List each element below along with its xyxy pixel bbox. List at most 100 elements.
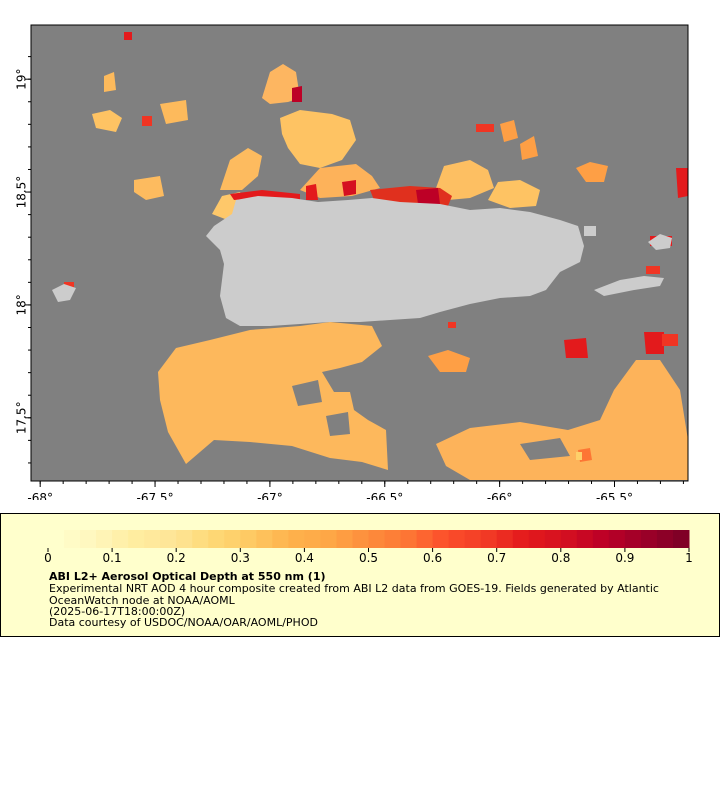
x-tick-label: -68° [27,491,53,500]
legend-panel: 0 0.1 0.2 0.3 0.4 0.5 0.6 0.7 0.8 0.9 1 ABI L2+ Ae… [0,513,720,637]
colorbar-tick-label: 0.7 [487,551,506,565]
aod-patch [520,136,538,160]
aod-patch [300,164,380,198]
colorbar-cell [464,530,482,548]
colorbar: 0 0.1 0.2 0.3 0.4 0.5 0.6 0.7 0.8 0.9 1 [44,530,693,565]
colorbar-cells [48,530,690,548]
colorbar-cell [512,530,530,548]
colorbar-ticks: 0 0.1 0.2 0.3 0.4 0.5 0.6 0.7 0.8 0.9 1 [44,548,693,565]
aod-gap [520,438,570,460]
aod-patch [448,322,456,328]
colorbar-cell [576,530,594,548]
colorbar-cell [496,530,514,548]
culebra-island [648,234,672,250]
colorbar-cell [112,530,129,548]
colorbar-tick-label: 1 [685,551,693,565]
legend-timestamp: (2025-06-17T18:00:00Z) [49,605,186,618]
aod-patch [436,160,494,200]
colorbar-cell [64,530,81,548]
colorbar-cell [144,530,161,548]
colorbar-cell [672,530,690,548]
colorbar-cell [256,530,273,548]
y-tick-label: 18.5° [15,176,29,209]
colorbar-tick-label: 0.5 [359,551,378,565]
aod-patch [92,110,122,132]
colorbar-cell [304,530,321,548]
aod-data-layer [64,32,688,480]
aod-patch [292,86,302,102]
legend-description: Experimental NRT AOD 4 hour composite cr… [49,582,659,607]
colorbar-cell [128,530,145,548]
aod-patch [280,110,356,168]
landmasses [52,196,672,326]
y-tick-label: 17.5° [15,401,29,434]
aod-patch [436,360,688,480]
aod-patch [416,188,440,204]
colorbar-tick-label: 0.6 [423,551,442,565]
colorbar-cell [368,530,386,548]
colorbar-cell [624,530,642,548]
aod-patch [662,334,678,346]
colorbar-tick-label: 0.2 [167,551,186,565]
colorbar-tick-label: 0 [44,551,52,565]
aod-patch [476,124,494,132]
y-tick-label: 18° [15,294,29,315]
aod-patch [160,100,188,124]
aod-patch [488,180,540,208]
colorbar-cell [224,530,241,548]
colorbar-cell [528,530,546,548]
x-tick-label: -67° [257,491,283,500]
aod-map: -68° -67.5° -67° -66.5° -66° -65.5° 19°18.5°1… [15,24,689,500]
x-tick-label: -67.5° [137,491,174,500]
colorbar-cell [176,530,193,548]
aod-patch [342,180,356,196]
colorbar-cell [592,530,610,548]
colorbar-cell [656,530,674,548]
x-axis: -68° -67.5° -67° -66.5° -66° -65.5° [27,481,684,500]
x-tick-label: -66.5° [366,491,403,500]
colorbar-cell [272,530,289,548]
aod-patch [220,148,262,190]
colorbar-cell [80,530,97,548]
legend-credit: Data courtesy of USDOC/NOAA/OAR/AOML/PHO… [49,616,318,629]
y-tick-label: 19° [15,69,29,90]
colorbar-tick-label: 0.1 [103,551,122,565]
x-tick-label: -66° [487,491,513,500]
aod-patch [564,338,588,358]
aod-patch [134,176,164,200]
aod-patch [646,266,660,274]
aod-patch [644,332,664,354]
map-frame [30,24,689,482]
aod-gap [292,380,322,406]
colorbar-cell [240,530,257,548]
colorbar-cell [288,530,305,548]
aod-patch [142,116,152,126]
colorbar-cell [432,530,450,548]
colorbar-cell [208,530,225,548]
colorbar-tick-label: 0.3 [231,551,250,565]
colorbar-cell [320,530,337,548]
colorbar-cell [608,530,626,548]
colorbar-cell [96,530,113,548]
colorbar-cell [416,530,434,548]
aod-patch [124,32,132,40]
colorbar-cell [400,530,418,548]
aod-gap [326,412,350,436]
x-tick-label: -65.5° [596,491,633,500]
colorbar-cell [336,530,353,548]
colorbar-cell [480,530,498,548]
aod-patch [104,72,116,92]
puerto-rico-landmass [206,196,584,326]
colorbar-cell [448,530,466,548]
mona-island [52,284,76,302]
aod-patch [262,64,300,104]
colorbar-tick-label: 0.9 [615,551,634,565]
colorbar-cell [192,530,209,548]
colorbar-cell [640,530,658,548]
y-axis: 19° 18.5° 18° 17.5° [15,56,31,464]
colorbar-cell [48,530,65,548]
colorbar-cell [352,530,369,548]
aod-patch [428,350,470,372]
aod-patch [676,168,688,198]
aod-patch [576,162,608,182]
